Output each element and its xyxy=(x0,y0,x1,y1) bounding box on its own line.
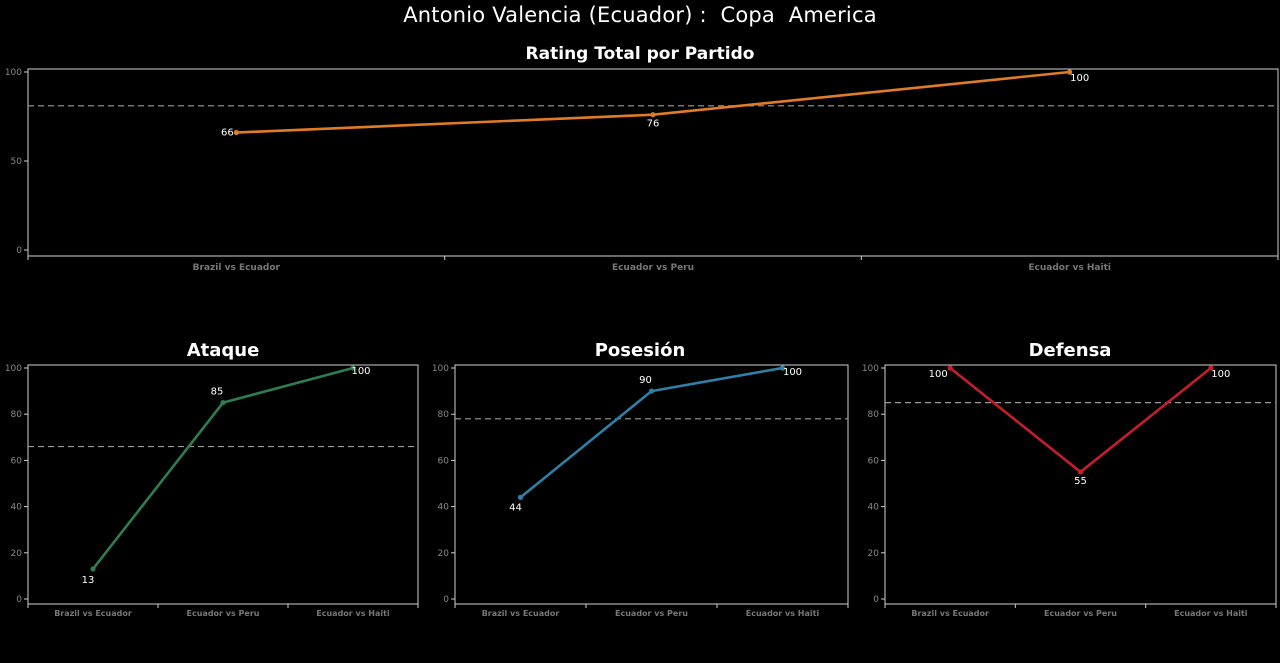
data-label-posesion: 44 xyxy=(509,502,522,513)
data-label-ataque: 85 xyxy=(211,387,224,398)
y-tick-label-posesion: 40 xyxy=(438,503,450,513)
x-tick-label-total: Brazil vs Ecuador xyxy=(193,263,281,273)
y-tick-label-total: 0 xyxy=(16,246,22,256)
data-label-posesion: 100 xyxy=(783,367,802,378)
y-tick-label-ataque: 0 xyxy=(16,595,22,605)
x-tick-label-ataque: Brazil vs Ecuador xyxy=(54,609,132,618)
y-tick-label-defensa: 80 xyxy=(868,410,880,420)
chart-title-defensa: Defensa xyxy=(1028,340,1112,361)
data-point-total xyxy=(233,129,239,136)
x-tick-label-ataque: Ecuador vs Peru xyxy=(187,609,260,618)
x-tick-label-defensa: Ecuador vs Haiti xyxy=(1174,609,1248,618)
plot-frame-total xyxy=(27,68,1279,257)
data-label-defensa: 100 xyxy=(929,369,948,380)
chart-title-total: Rating Total por Partido xyxy=(525,44,755,64)
y-tick-label-posesion: 100 xyxy=(432,364,449,374)
data-point-ataque xyxy=(90,566,96,572)
data-label-total: 76 xyxy=(647,119,660,130)
data-point-total xyxy=(650,112,656,118)
y-tick-label-posesion: 0 xyxy=(443,595,449,605)
data-point-defensa xyxy=(1208,365,1214,371)
x-tick-label-defensa: Brazil vs Ecuador xyxy=(911,609,989,618)
x-tick-label-posesion: Brazil vs Ecuador xyxy=(482,609,560,618)
chart-title-ataque: Ataque xyxy=(186,340,260,361)
plot-frame-ataque xyxy=(27,364,419,605)
x-tick-label-ataque: Ecuador vs Haiti xyxy=(316,609,390,618)
y-tick-label-ataque: 60 xyxy=(11,456,23,466)
data-label-total: 100 xyxy=(1070,73,1089,84)
x-tick-label-posesion: Ecuador vs Haiti xyxy=(746,609,820,618)
data-point-posesion xyxy=(517,494,524,500)
y-tick-label-posesion: 20 xyxy=(438,549,450,559)
chart-title-posesion: Posesión xyxy=(594,340,686,361)
x-tick-label-total: Ecuador vs Haiti xyxy=(1028,263,1111,273)
page-title: Antonio Valencia (Ecuador) : Copa Americ… xyxy=(403,3,877,27)
y-tick-label-ataque: 80 xyxy=(11,410,23,420)
data-label-ataque: 100 xyxy=(351,366,370,377)
data-point-posesion xyxy=(648,388,655,394)
y-tick-label-ataque: 100 xyxy=(5,364,22,374)
data-point-total xyxy=(1067,69,1073,75)
data-point-defensa xyxy=(1077,469,1084,475)
y-tick-label-defensa: 40 xyxy=(868,503,880,513)
y-tick-label-defensa: 100 xyxy=(862,364,879,374)
data-label-defensa: 100 xyxy=(1211,369,1230,380)
y-tick-label-posesion: 80 xyxy=(438,410,450,420)
x-tick-label-defensa: Ecuador vs Peru xyxy=(1044,609,1117,618)
x-tick-label-posesion: Ecuador vs Peru xyxy=(615,609,688,618)
y-tick-label-ataque: 20 xyxy=(11,549,23,559)
data-label-posesion: 90 xyxy=(639,375,652,386)
y-tick-label-total: 100 xyxy=(5,68,22,78)
data-label-total: 66 xyxy=(221,128,234,139)
y-tick-label-total: 50 xyxy=(11,157,23,167)
data-point-posesion xyxy=(779,365,786,371)
x-tick-label-total: Ecuador vs Peru xyxy=(612,263,694,273)
y-tick-label-defensa: 60 xyxy=(868,456,880,466)
series-line-ataque xyxy=(91,366,354,570)
data-point-defensa xyxy=(947,365,953,371)
series-line-defensa xyxy=(949,366,1212,474)
y-tick-label-posesion: 60 xyxy=(438,456,450,466)
data-label-ataque: 13 xyxy=(82,575,95,586)
data-point-ataque xyxy=(220,400,226,406)
y-tick-label-ataque: 40 xyxy=(11,503,23,513)
data-label-defensa: 55 xyxy=(1074,476,1087,487)
data-point-ataque xyxy=(350,365,356,371)
series-line-posesion xyxy=(519,366,783,499)
y-tick-label-defensa: 20 xyxy=(868,549,880,559)
y-tick-label-defensa: 0 xyxy=(873,595,879,605)
plot-frame-defensa xyxy=(884,364,1277,605)
plot-frame-posesion xyxy=(454,364,849,605)
